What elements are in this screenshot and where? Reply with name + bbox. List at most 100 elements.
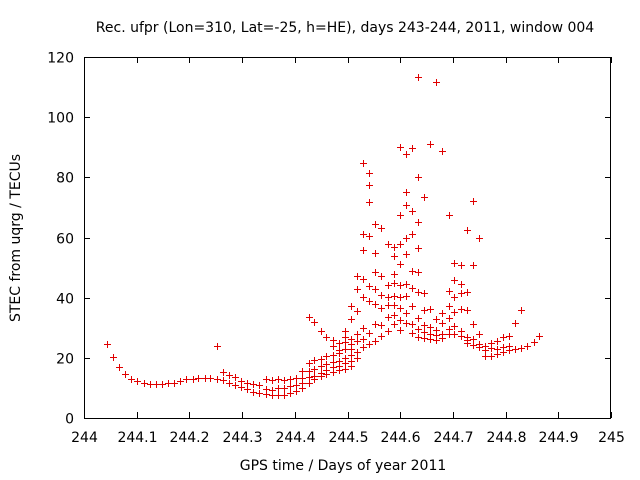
data-point — [244, 380, 251, 387]
data-point — [330, 337, 337, 344]
data-point — [385, 302, 392, 309]
data-point — [147, 381, 154, 388]
data-point — [378, 322, 385, 329]
data-point — [482, 347, 489, 354]
data-point — [306, 360, 313, 367]
data-point — [470, 342, 477, 349]
data-point — [488, 353, 495, 360]
data-point — [415, 174, 422, 181]
data-point — [409, 321, 416, 328]
data-point — [342, 346, 349, 353]
data-point — [177, 378, 184, 385]
data-point — [372, 269, 379, 276]
data-point — [214, 376, 221, 383]
x-axis: 244 244.1 244.2 244.3 244.4 244.5 244.6 244.7 24… — [71, 57, 625, 446]
data-point — [421, 194, 428, 201]
data-point — [330, 369, 337, 376]
data-point — [446, 288, 453, 295]
data-point — [110, 354, 117, 361]
data-point — [360, 160, 367, 167]
data-point — [415, 219, 422, 226]
data-point — [318, 356, 325, 363]
y-tick-label: 40 — [56, 292, 74, 308]
data-point — [342, 366, 349, 373]
data-point — [378, 305, 385, 312]
data-point — [275, 392, 282, 399]
data-point — [134, 378, 141, 385]
data-point — [171, 380, 178, 387]
data-point — [318, 363, 325, 370]
x-tick-label: 245 — [598, 430, 625, 446]
data-point — [238, 384, 245, 391]
data-point — [378, 273, 385, 280]
data-point — [330, 352, 337, 359]
data-point — [360, 325, 367, 332]
data-point — [306, 314, 313, 321]
data-point — [348, 316, 355, 323]
data-point — [397, 282, 404, 289]
data-point — [385, 282, 392, 289]
data-point — [372, 250, 379, 257]
data-point — [116, 364, 123, 371]
data-point — [494, 338, 501, 345]
data-point — [366, 341, 373, 348]
y-tick-label: 80 — [56, 171, 74, 187]
data-point — [360, 276, 367, 283]
data-point — [354, 286, 361, 293]
data-point — [433, 316, 440, 323]
y-tick-label: 60 — [56, 232, 74, 248]
data-point — [439, 310, 446, 317]
data-point — [323, 334, 330, 341]
y-axis-label: STEC from uqrg / TECUs — [8, 154, 24, 322]
data-point — [366, 182, 373, 189]
data-point — [446, 212, 453, 219]
x-tick-label: 244.4 — [275, 430, 315, 446]
data-point — [397, 317, 404, 324]
data-point — [366, 233, 373, 240]
data-point — [409, 268, 416, 275]
x-tick-label: 244 — [71, 430, 98, 446]
data-point — [421, 335, 428, 342]
data-point — [464, 307, 471, 314]
data-point — [104, 341, 111, 348]
data-point — [439, 320, 446, 327]
data-point — [293, 382, 300, 389]
x-tick-label: 244.8 — [486, 430, 526, 446]
data-point — [141, 380, 148, 387]
data-point — [385, 314, 392, 321]
data-point — [451, 331, 458, 338]
data-point — [244, 386, 251, 393]
data-point — [348, 346, 355, 353]
data-point — [360, 231, 367, 238]
data-point — [409, 208, 416, 215]
data-point — [385, 294, 392, 301]
y-tick-label: 100 — [47, 111, 74, 127]
data-point — [391, 244, 398, 251]
data-point — [232, 374, 239, 381]
data-point — [190, 376, 197, 383]
data-point — [269, 377, 276, 384]
data-point — [342, 328, 349, 335]
data-point — [464, 289, 471, 296]
data-point — [427, 324, 434, 331]
data-point — [531, 339, 538, 346]
data-point — [391, 302, 398, 309]
data-point — [524, 343, 531, 350]
data-point — [128, 376, 135, 383]
data-point — [397, 327, 404, 334]
data-point — [299, 385, 306, 392]
data-point — [391, 253, 398, 260]
data-point — [415, 334, 422, 341]
data-point — [391, 312, 398, 319]
data-point — [409, 285, 416, 292]
data-point — [458, 306, 465, 313]
data-point — [220, 369, 227, 376]
y-axis: 0 20 40 60 80 100 120 — [47, 51, 611, 428]
data-point — [214, 343, 221, 350]
data-point — [372, 301, 379, 308]
x-tick-label: 244.5 — [328, 430, 368, 446]
data-point — [458, 333, 465, 340]
data-point — [403, 310, 410, 317]
data-point — [378, 292, 385, 299]
data-point — [512, 346, 519, 353]
